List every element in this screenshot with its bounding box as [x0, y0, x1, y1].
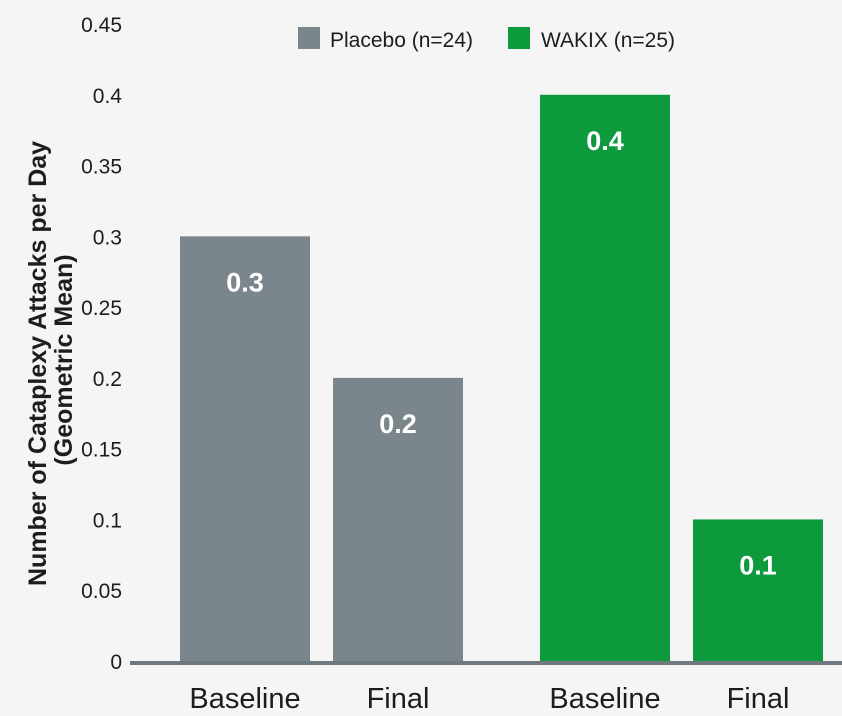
y-axis-title: Number of Cataplexy Attacks per Day (Geo…	[24, 134, 78, 586]
legend: Placebo (n=24) WAKIX (n=25)	[298, 27, 675, 52]
y-tick-label: 0.1	[93, 509, 122, 532]
x-tick-label: Final	[367, 683, 430, 715]
y-axis-title-line-1: Number of Cataplexy Attacks per Day	[24, 141, 52, 586]
y-axis-ticks: 0 0.05 0.1 0.15 0.2 0.25 0.3 0.35 0.4 0.45	[81, 14, 122, 674]
y-tick-label: 0.25	[81, 297, 122, 320]
x-tick-label: Baseline	[189, 683, 300, 715]
y-tick-label: 0.05	[81, 580, 122, 603]
x-tick-label: Baseline	[549, 683, 660, 715]
data-label: 0.4	[586, 126, 624, 156]
y-tick-label: 0.45	[81, 14, 122, 37]
bar	[693, 519, 823, 661]
bar	[180, 236, 310, 662]
legend-swatch-wakix	[508, 27, 530, 49]
x-tick-label: Final	[727, 683, 790, 715]
bar	[333, 377, 463, 661]
y-tick-label: 0.4	[93, 85, 123, 108]
x-axis-line	[130, 661, 842, 665]
legend-swatch-placebo	[298, 27, 320, 49]
data-label: 0.3	[226, 267, 264, 297]
legend-label-wakix: WAKIX (n=25)	[541, 29, 675, 52]
y-tick-label: 0.15	[81, 439, 122, 462]
y-axis-title-line-2: (Geometric Mean)	[50, 254, 78, 465]
y-tick-label: 0	[110, 651, 122, 674]
data-labels: 0.3 0.2 0.4 0.1	[226, 126, 777, 581]
y-tick-label: 0.3	[93, 226, 122, 249]
data-label: 0.1	[739, 550, 777, 580]
y-tick-label: 0.35	[81, 156, 122, 179]
bar	[540, 94, 670, 662]
legend-label-placebo: Placebo (n=24)	[330, 29, 473, 52]
bars	[180, 94, 823, 662]
data-label: 0.2	[379, 409, 417, 439]
y-tick-label: 0.2	[93, 368, 122, 391]
x-axis-labels: Baseline Final Baseline Final	[189, 683, 789, 715]
